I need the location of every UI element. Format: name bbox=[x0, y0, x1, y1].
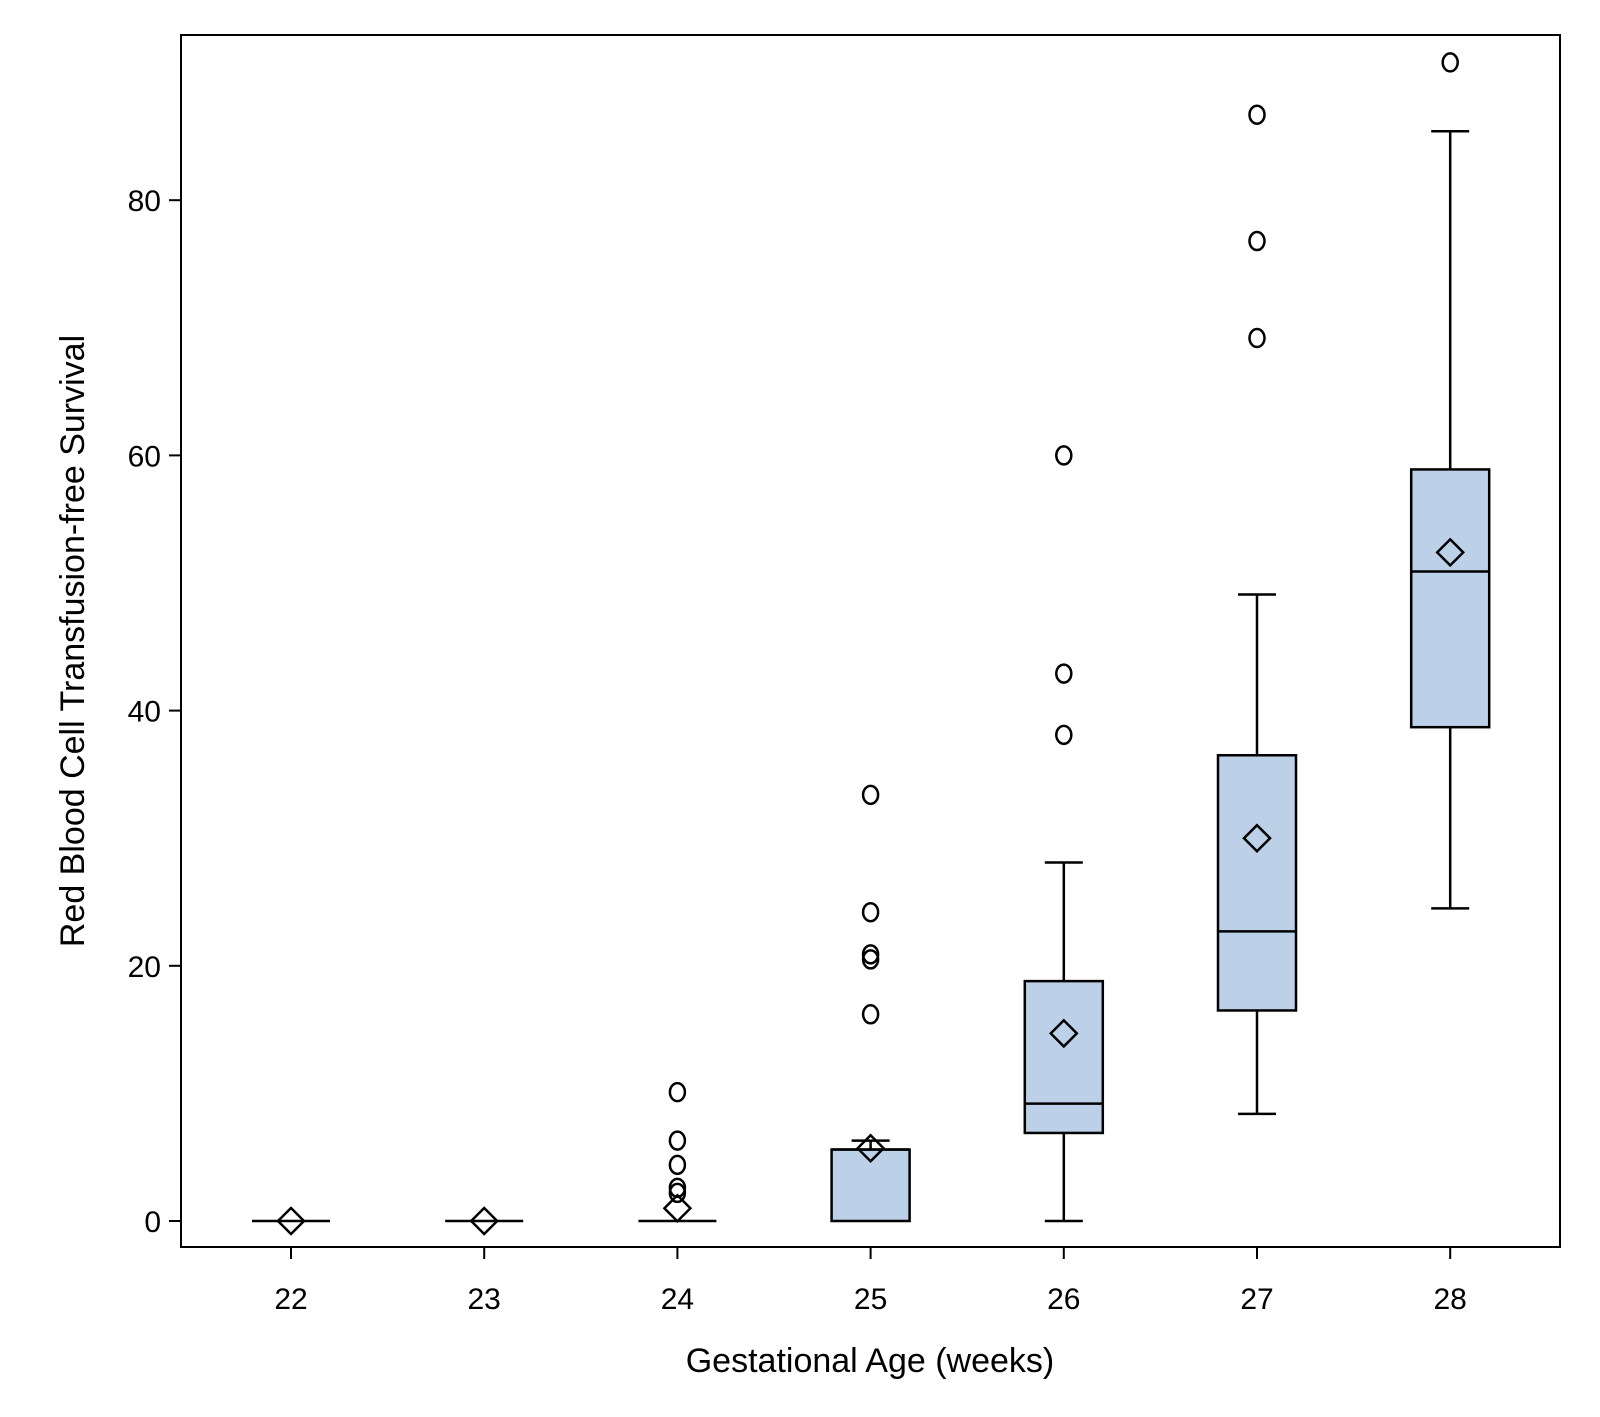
outlier-point bbox=[1248, 230, 1266, 252]
x-tick-label: 25 bbox=[854, 1283, 887, 1316]
box bbox=[1023, 979, 1105, 1135]
outlier-point bbox=[1441, 52, 1459, 73]
outlier-point bbox=[1248, 327, 1266, 349]
outlier-point bbox=[861, 784, 880, 806]
y-axis-title: Red Blood Cell Transfusion-free Survival bbox=[54, 335, 92, 947]
box bbox=[1409, 468, 1491, 729]
x-tick-label: 23 bbox=[468, 1283, 501, 1316]
x-axis-title: Gestational Age (weeks) bbox=[686, 1342, 1055, 1380]
x-tick-label: 28 bbox=[1434, 1283, 1467, 1316]
y-tick-label: 80 bbox=[128, 185, 161, 218]
outlier-point bbox=[861, 944, 880, 965]
mean-marker bbox=[662, 1193, 693, 1224]
mean-marker bbox=[855, 1133, 886, 1164]
outlier-point bbox=[1055, 663, 1073, 684]
x-tick-label: 26 bbox=[1047, 1283, 1080, 1316]
outlier-point bbox=[668, 1081, 687, 1103]
mean-marker bbox=[469, 1206, 499, 1236]
plot-frame bbox=[180, 34, 1561, 1248]
outlier-point bbox=[1055, 724, 1073, 746]
box bbox=[1216, 754, 1298, 1012]
outlier-point bbox=[861, 901, 880, 923]
x-tick-label: 24 bbox=[661, 1283, 694, 1316]
mean-marker bbox=[276, 1206, 306, 1236]
outlier-point bbox=[1248, 104, 1266, 125]
y-tick-label: 40 bbox=[128, 696, 161, 729]
outlier-point bbox=[1055, 445, 1073, 466]
y-tick-label: 0 bbox=[144, 1206, 161, 1239]
outlier-point bbox=[668, 1130, 687, 1151]
y-tick-label: 60 bbox=[128, 440, 161, 473]
y-tick-label: 20 bbox=[128, 951, 161, 984]
outlier-point bbox=[668, 1177, 687, 1199]
chart-marks: 0 20 40 60 80 22 23 24 25 26 27 28 bbox=[128, 52, 1491, 1316]
mean-marker bbox=[1242, 823, 1272, 853]
x-tick-label: 22 bbox=[274, 1283, 307, 1316]
outlier-point bbox=[668, 1154, 687, 1176]
mean-marker bbox=[1435, 537, 1465, 568]
mean-marker bbox=[1049, 1018, 1079, 1049]
x-tick-label: 27 bbox=[1240, 1283, 1273, 1316]
outlier-point bbox=[861, 1004, 880, 1025]
